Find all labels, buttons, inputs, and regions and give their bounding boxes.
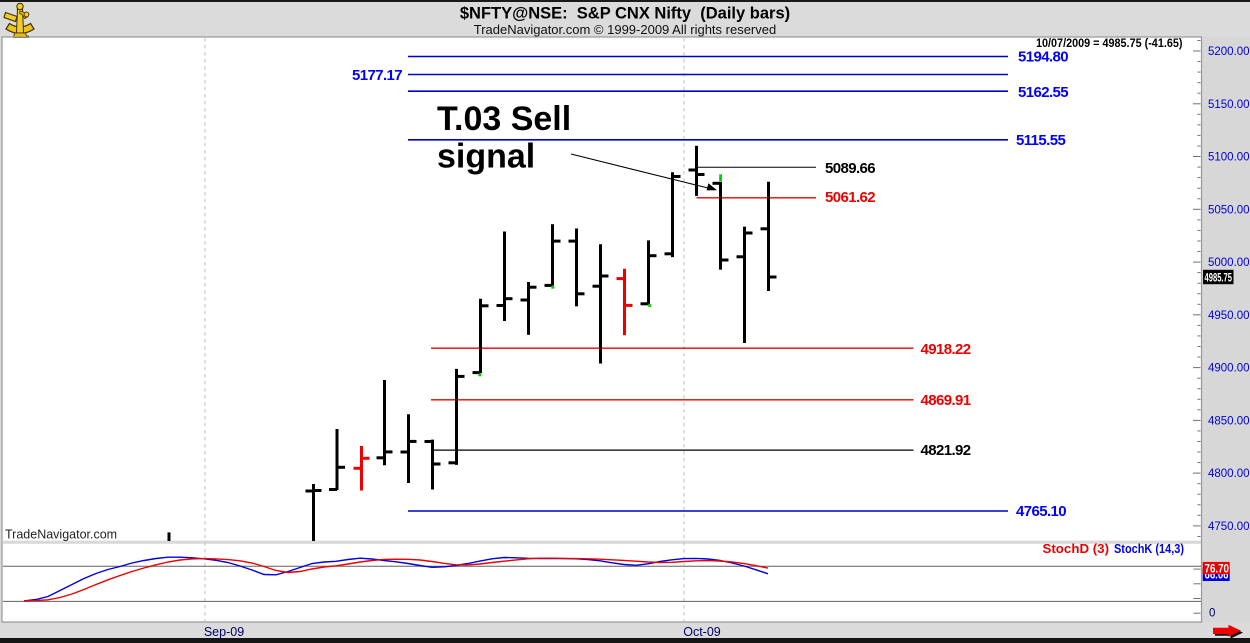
svg-text:TradeNavigator.com: TradeNavigator.com: [5, 528, 117, 542]
svg-text:4750.00: 4750.00: [1208, 521, 1250, 533]
svg-text:Sep-09: Sep-09: [204, 625, 244, 639]
svg-text:$NFTY@NSE: S&P CNX Nifty (Da: $NFTY@NSE: S&P CNX Nifty (Daily bars): [460, 5, 790, 23]
svg-text:TradeNavigator.com © 1999-2009: TradeNavigator.com © 1999-2009 All right…: [474, 22, 776, 37]
svg-text:4869.91: 4869.91: [921, 392, 971, 409]
svg-text:signal: signal: [437, 138, 535, 176]
svg-text:StochK (14,3): StochK (14,3): [1114, 542, 1184, 556]
svg-text:4850.00: 4850.00: [1208, 415, 1250, 427]
svg-text:76.70: 76.70: [1205, 563, 1230, 575]
svg-text:Oct-09: Oct-09: [683, 625, 721, 639]
svg-text:T.03 Sell: T.03 Sell: [437, 100, 571, 138]
svg-text:5000.00: 5000.00: [1208, 257, 1250, 269]
svg-text:5162.55: 5162.55: [1018, 84, 1068, 101]
svg-text:5194.80: 5194.80: [1018, 49, 1068, 66]
svg-text:4900.00: 4900.00: [1208, 363, 1250, 375]
svg-text:4950.00: 4950.00: [1208, 310, 1250, 322]
svg-text:5115.55: 5115.55: [1016, 132, 1065, 149]
svg-text:0: 0: [1209, 608, 1215, 620]
svg-text:4800.00: 4800.00: [1208, 468, 1250, 480]
svg-text:4918.22: 4918.22: [921, 341, 971, 358]
svg-text:5061.62: 5061.62: [825, 189, 875, 206]
svg-text:5150.00: 5150.00: [1208, 99, 1250, 111]
svg-text:5200.00: 5200.00: [1208, 46, 1250, 58]
svg-text:5089.66: 5089.66: [825, 160, 875, 177]
svg-text:4985.75: 4985.75: [1205, 272, 1233, 284]
svg-text:5050.00: 5050.00: [1208, 204, 1250, 216]
svg-text:StochD (3): StochD (3): [1043, 542, 1110, 556]
svg-text:10/07/2009 = 4985.75 (-41.65): 10/07/2009 = 4985.75 (-41.65): [1036, 38, 1183, 50]
svg-text:4821.92: 4821.92: [921, 442, 971, 459]
svg-text:5100.00: 5100.00: [1208, 152, 1250, 164]
svg-text:4765.10: 4765.10: [1016, 503, 1066, 520]
svg-text:5177.17: 5177.17: [352, 67, 402, 84]
